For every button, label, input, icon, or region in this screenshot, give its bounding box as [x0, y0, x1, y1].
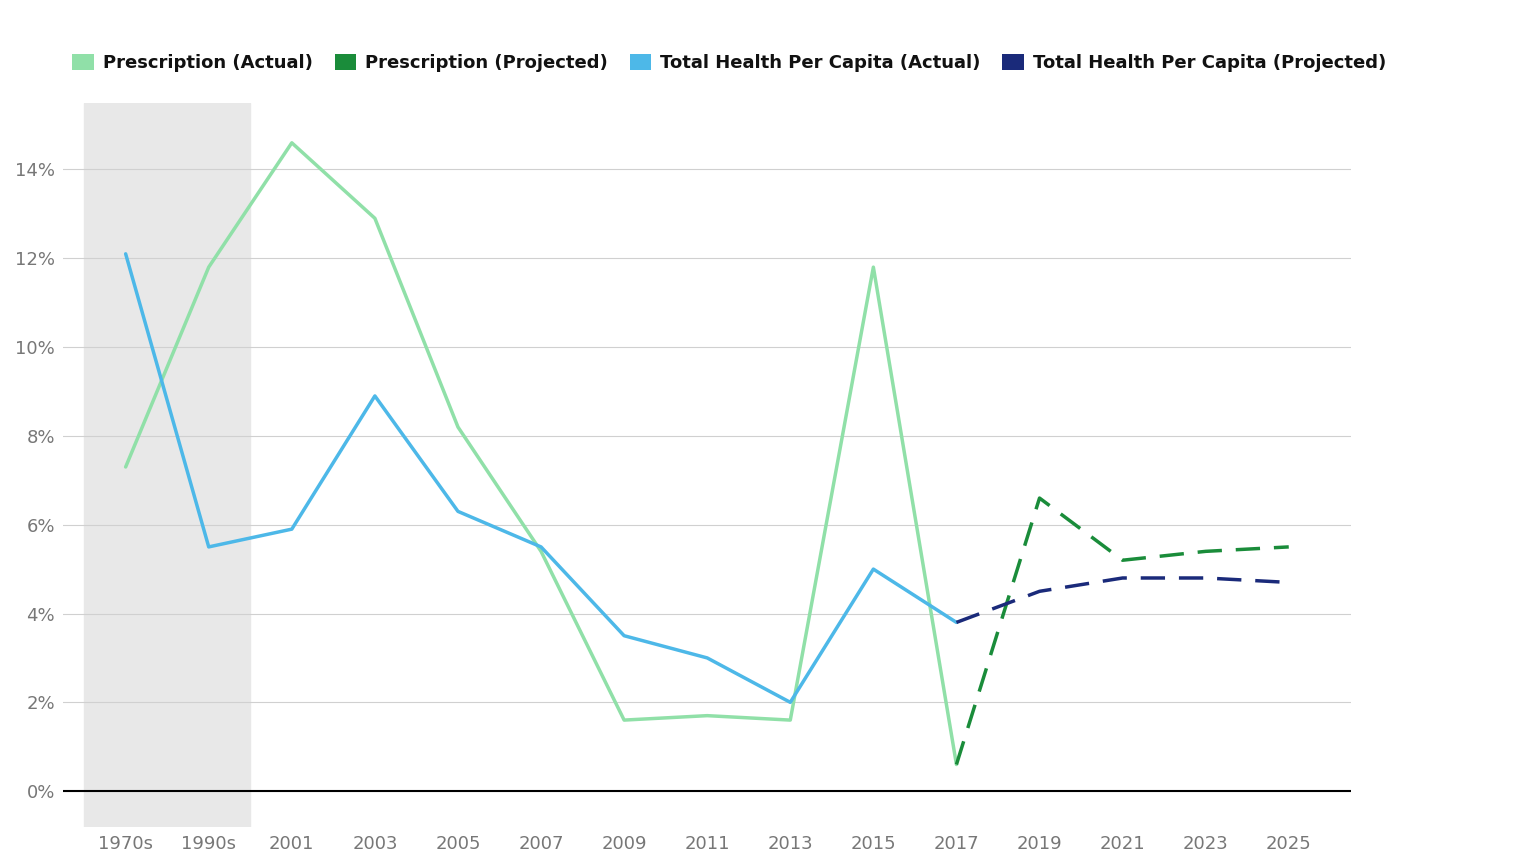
Bar [85, 102, 250, 826]
Legend: Prescription (Actual), Prescription (Projected), Total Health Per Capita (Actual: Prescription (Actual), Prescription (Pro… [73, 54, 1386, 72]
